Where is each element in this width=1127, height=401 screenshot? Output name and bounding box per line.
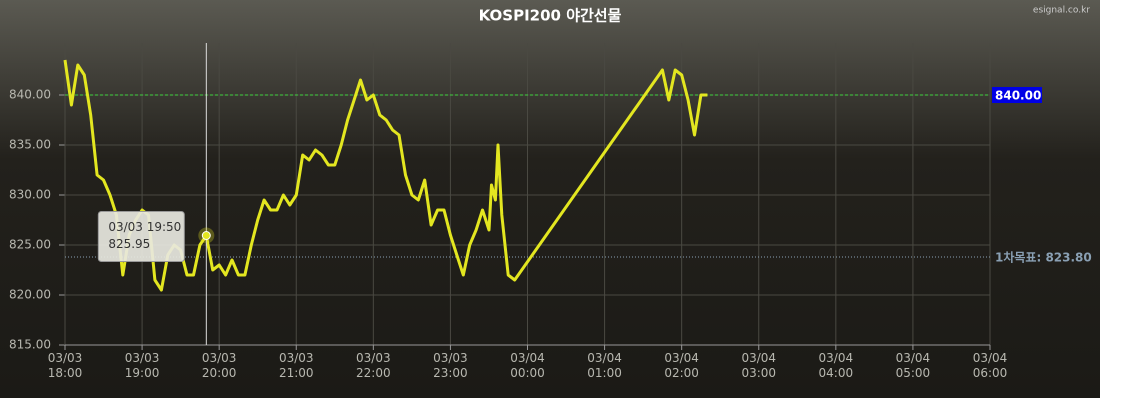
background: [0, 0, 1100, 398]
x-tick-label: 03/04 02:00: [664, 351, 699, 380]
x-tick-label: 03/03 23:00: [433, 351, 468, 380]
y-tick-label: 815.00: [9, 338, 51, 352]
hover-point: [201, 231, 211, 240]
x-tick-label: 03/03 22:00: [356, 351, 391, 380]
x-tick-label: 03/04 00:00: [510, 351, 545, 380]
x-tick-label: 03/04 05:00: [896, 351, 931, 380]
x-tick-label: 03/03 20:00: [202, 351, 237, 380]
chart-title: KOSPI200 야간선물: [479, 7, 622, 25]
x-tick-label: 03/03 19:00: [125, 351, 160, 380]
tooltip-value: 825.95: [108, 237, 150, 251]
y-tick-label: 830.00: [9, 188, 51, 202]
y-tick-label: 840.00: [9, 88, 51, 102]
x-tick-label: 03/03 18:00: [48, 351, 83, 380]
x-tick-label: 03/04 01:00: [587, 351, 622, 380]
y-tick-label: 825.00: [9, 238, 51, 252]
reference-label: 1차목표: 823.80: [995, 250, 1092, 265]
x-tick-label: 03/03 21:00: [279, 351, 314, 380]
y-tick-label: 835.00: [9, 138, 51, 152]
reference-label: 840.00: [995, 89, 1041, 103]
tooltip-box: [97, 211, 185, 262]
x-tick-label: 03/04 03:00: [741, 351, 776, 380]
x-tick-label: 03/04 04:00: [819, 351, 854, 380]
y-tick-label: 820.00: [9, 288, 51, 302]
reference-label-box: [992, 87, 1042, 103]
tooltip-x: 03/03 19:50: [108, 220, 181, 234]
source: esignal.co.kr: [1033, 6, 1090, 16]
x-tick-label: 03/04 06:00: [973, 351, 1008, 380]
